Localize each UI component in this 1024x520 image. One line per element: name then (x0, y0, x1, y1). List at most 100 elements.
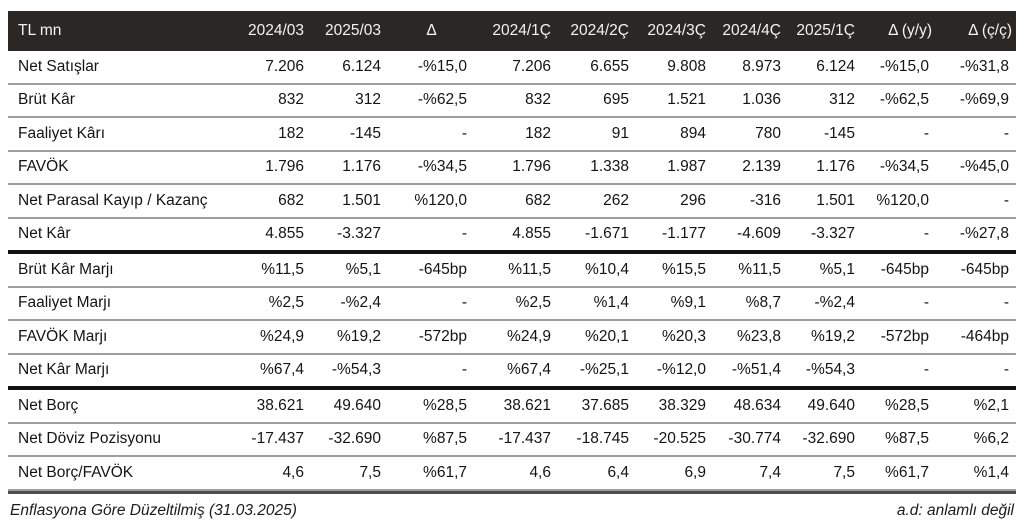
value-cell: 894 (636, 117, 713, 152)
value-cell: 312 (311, 83, 388, 118)
value-cell: -572bp (388, 320, 474, 355)
value-cell: 4,6 (230, 456, 311, 491)
row-label: Net Döviz Pozisyonu (8, 422, 230, 457)
table-row: FAVÖK Marjı %24,9 %19,2 -572bp %24,9 %20,1 %20… (8, 320, 1016, 355)
value-cell: 49.640 (311, 388, 388, 424)
value-cell: %28,5 (862, 388, 936, 424)
value-cell: 6,4 (558, 456, 636, 491)
table-row: Net Parasal Kayıp / Kazanç 682 1.501 %120,0… (8, 184, 1016, 219)
value-cell: -645bp (862, 252, 936, 288)
column-header: 2024/4Ç (713, 11, 788, 51)
value-cell: 1.501 (788, 184, 862, 219)
table-row: Brüt Kâr 832 312 -%62,5 832 695 1.521 1.036 312-… (8, 83, 1016, 118)
value-cell: %2,5 (474, 286, 558, 321)
value-cell: - (862, 353, 936, 390)
value-cell: 7.206 (230, 51, 311, 85)
value-cell: -%69,9 (936, 83, 1016, 118)
value-cell: %19,2 (788, 320, 862, 355)
value-cell: -645bp (388, 252, 474, 288)
value-cell: -30.774 (713, 422, 788, 457)
value-cell: -32.690 (788, 422, 862, 457)
value-cell: %2,5 (230, 286, 311, 321)
value-cell: -3.327 (311, 217, 388, 254)
table-row: Net Borç 38.621 49.640 %28,5 38.621 37.685 38.… (8, 388, 1016, 424)
value-cell: -%2,4 (788, 286, 862, 321)
row-label: FAVÖK (8, 150, 230, 185)
value-cell: - (388, 286, 474, 321)
value-cell: 1.796 (474, 150, 558, 185)
column-header: 2024/1Ç (474, 11, 558, 51)
value-cell: 682 (474, 184, 558, 219)
value-cell: -17.437 (474, 422, 558, 457)
value-cell: -%62,5 (862, 83, 936, 118)
table-row: Faaliyet Marjı %2,5 -%2,4- %2,5 %1,4 %9,1 %8,7… (8, 286, 1016, 321)
value-cell: -%51,4 (713, 353, 788, 390)
row-label: Brüt Kâr (8, 83, 230, 118)
table-row: Net Kâr 4.855 -3.327-4.855 -1.671 -1.177 -4.6… (8, 217, 1016, 254)
value-cell: - (862, 217, 936, 254)
value-cell: - (862, 117, 936, 152)
row-label-header: TL mn (8, 11, 230, 51)
financials-table: TL mn 2024/03 2025/03 Δ 2024/1Ç 2024/2Ç 2024/3… (8, 11, 1016, 491)
table-footnotes: Enflasyona Göre Düzeltilmiş (31.03.2025)… (8, 490, 1016, 520)
value-cell: %9,1 (636, 286, 713, 321)
table-row: Net Döviz Pozisyonu -17.437 -32.690 %87,5 -1… (8, 422, 1016, 457)
value-cell: 262 (558, 184, 636, 219)
value-cell: 695 (558, 83, 636, 118)
value-cell: %2,1 (936, 388, 1016, 424)
value-cell: 49.640 (788, 388, 862, 424)
value-cell: 832 (230, 83, 311, 118)
table-row: Net Satışlar 7.206 6.124 -%15,0 7.206 6.655 9.… (8, 51, 1016, 85)
value-cell: 6.124 (311, 51, 388, 85)
value-cell: -464bp (936, 320, 1016, 355)
column-header: 2025/03 (311, 11, 388, 51)
value-cell: - (388, 353, 474, 390)
column-header: 2024/3Ç (636, 11, 713, 51)
column-header: Δ (ç/ç) (936, 11, 1016, 51)
row-label: Net Satışlar (8, 51, 230, 85)
value-cell: %23,8 (713, 320, 788, 355)
value-cell: - (388, 117, 474, 152)
value-cell: 296 (636, 184, 713, 219)
value-cell: %67,4 (474, 353, 558, 390)
row-label: FAVÖK Marjı (8, 320, 230, 355)
value-cell: -%54,3 (788, 353, 862, 390)
value-cell: -%25,1 (558, 353, 636, 390)
value-cell: -17.437 (230, 422, 311, 457)
row-label: Net Borç/FAVÖK (8, 456, 230, 491)
value-cell: 1.796 (230, 150, 311, 185)
value-cell: -%31,8 (936, 51, 1016, 85)
value-cell: 91 (558, 117, 636, 152)
table-row: Faaliyet Kârı 182 -145-182 91 894 780 -145- - (8, 117, 1016, 152)
value-cell: -%15,0 (862, 51, 936, 85)
value-cell: 6.655 (558, 51, 636, 85)
value-cell: - (936, 353, 1016, 390)
row-label: Faaliyet Marjı (8, 286, 230, 321)
value-cell: %8,7 (713, 286, 788, 321)
table-row: Net Borç/FAVÖK 4,6 7,5 %61,7 4,6 6,4 6,9 7,4 7,5… (8, 456, 1016, 491)
table-row: Brüt Kâr Marjı %11,5 %5,1 -645bp %11,5 %10,4%… (8, 252, 1016, 288)
column-header: 2024/03 (230, 11, 311, 51)
value-cell: 682 (230, 184, 311, 219)
value-cell: 7,5 (788, 456, 862, 491)
row-label: Net Kâr (8, 217, 230, 254)
value-cell: -645bp (936, 252, 1016, 288)
value-cell: 6,9 (636, 456, 713, 491)
value-cell: -%2,4 (311, 286, 388, 321)
value-cell: -145 (788, 117, 862, 152)
table-header: TL mn 2024/03 2025/03 Δ 2024/1Ç 2024/2Ç 2024/3… (8, 11, 1016, 51)
value-cell: 1.987 (636, 150, 713, 185)
value-cell: -4.609 (713, 217, 788, 254)
value-cell: -32.690 (311, 422, 388, 457)
value-cell: %5,1 (788, 252, 862, 288)
value-cell: 1.036 (713, 83, 788, 118)
value-cell: 37.685 (558, 388, 636, 424)
value-cell: %120,0 (862, 184, 936, 219)
value-cell: %61,7 (862, 456, 936, 491)
value-cell: - (388, 217, 474, 254)
value-cell: - (936, 286, 1016, 321)
row-label: Net Kâr Marjı (8, 353, 230, 390)
row-label: Net Parasal Kayıp / Kazanç (8, 184, 230, 219)
value-cell: -316 (713, 184, 788, 219)
row-label: Brüt Kâr Marjı (8, 252, 230, 288)
